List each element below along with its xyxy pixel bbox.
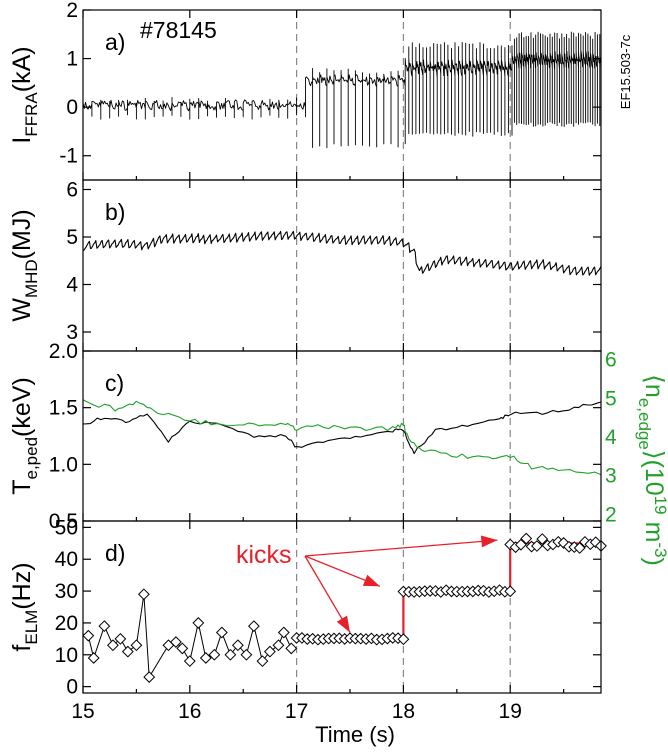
frequency-point: [215, 626, 228, 639]
current-trace: [82, 31, 602, 149]
frequency-point: [573, 542, 586, 554]
y-tick-label: 2: [66, 0, 78, 22]
frequency-point: [256, 655, 269, 668]
figure-id-label: EF15.503-7c: [618, 34, 633, 109]
x-tick-label: 17: [285, 700, 308, 723]
frequency-point: [504, 585, 517, 598]
frequency-point: [121, 645, 134, 658]
y-tick-label: 40: [55, 548, 78, 571]
x-tick-label: 15: [71, 700, 94, 723]
y-tick-label: 20: [55, 612, 78, 635]
frequency-point: [224, 648, 237, 661]
frequency-point: [114, 632, 127, 645]
frequency-point: [130, 639, 143, 652]
y-tick-label: 5: [66, 226, 78, 249]
y-tick-label: 3: [66, 321, 78, 344]
frequency-point: [240, 648, 253, 661]
x-tick-label: 19: [499, 700, 522, 723]
frequency-point: [143, 671, 156, 683]
y-axis-title: IFFRA(kA): [8, 46, 41, 143]
frequency-point: [272, 639, 285, 652]
panel-label: d): [105, 540, 125, 566]
frequency-point: [98, 620, 111, 633]
y-tick-label: 2.0: [49, 340, 78, 363]
frequency-point: [208, 648, 221, 661]
frequency-point: [192, 617, 205, 629]
y-tick-label: 1.0: [49, 453, 78, 476]
y-axis-title: fELM(Hz): [8, 562, 41, 651]
frequency-point: [277, 626, 290, 639]
y-tick-label: 0: [66, 676, 78, 699]
frequency-point: [170, 636, 182, 648]
frequency-point: [137, 588, 150, 601]
frequency-point: [87, 652, 100, 664]
y-tick-label: 10: [55, 644, 78, 667]
panel-frame: [82, 350, 602, 522]
frequency-point: [199, 652, 212, 664]
y2-tick-label: 5: [605, 387, 617, 410]
y-tick-label: -1: [59, 145, 78, 168]
kick-arrow-head: [480, 535, 498, 548]
frequency-point: [106, 639, 119, 652]
panel-frame: [82, 179, 602, 352]
panel-frames: [82, 9, 602, 694]
panel-frame: [82, 520, 602, 694]
y2-tick-label: 3: [605, 465, 617, 488]
frequency-point: [536, 533, 549, 545]
y2-tick-label: 2: [605, 503, 617, 526]
frequency-point: [183, 655, 196, 668]
x-tick-label: 18: [392, 700, 415, 723]
frequency-point: [176, 642, 189, 655]
frequency-point: [520, 532, 533, 545]
frequency-point: [285, 642, 298, 655]
panel-label: b): [105, 199, 125, 225]
shot-number-label: #78145: [140, 17, 217, 43]
y-tick-label: 0: [66, 96, 78, 119]
x-tick-label: 16: [178, 700, 201, 723]
frequency-point: [264, 645, 276, 658]
panel-label: c): [105, 370, 124, 396]
y-tick-label: 1: [66, 48, 78, 71]
frequency-point: [247, 620, 260, 633]
kick-arrow-head: [362, 574, 380, 587]
kick-arrow-head: [336, 615, 351, 633]
y-axis-title: WMHD(MJ): [8, 209, 41, 321]
frequency-point: [397, 633, 410, 646]
frequency-point: [557, 537, 570, 549]
y-axis-title: Te,ped(keV): [8, 377, 41, 495]
data-traces: [82, 31, 607, 683]
y-tick-label: 0.5: [49, 510, 78, 533]
panel-label: a): [105, 29, 125, 55]
y2-axis-title: ⟨ne,edge⟩(1019 m-3): [635, 374, 668, 566]
axis-ticks: [82, 9, 601, 693]
x-axis-title: Time (s): [315, 722, 395, 747]
temperature-trace: [82, 401, 602, 455]
y-tick-label: 6: [66, 179, 78, 202]
frequency-point: [531, 540, 543, 552]
frequency-point: [514, 538, 527, 551]
frequency-point: [504, 538, 517, 551]
y-tick-label: 4: [66, 274, 78, 297]
kicks-annotation: kicks: [236, 541, 292, 569]
y-tick-label: 1.5: [49, 397, 78, 420]
energy-trace: [82, 230, 602, 276]
frequency-point: [231, 639, 244, 652]
y-tick-label: 30: [55, 580, 78, 603]
y2-tick-label: 4: [605, 426, 617, 449]
kick-arrow-line: [304, 539, 498, 557]
density-trace: [82, 399, 602, 476]
frequency-point: [82, 629, 95, 642]
axis-labels: 15 16 17 18 19 -1 0 1 2 a) IFFRA(kA) 3 4 5 6 b) WMHD(MJ)…: [8, 0, 668, 723]
y2-tick-label: 6: [605, 349, 617, 372]
y-tick-label: 50: [55, 516, 78, 539]
